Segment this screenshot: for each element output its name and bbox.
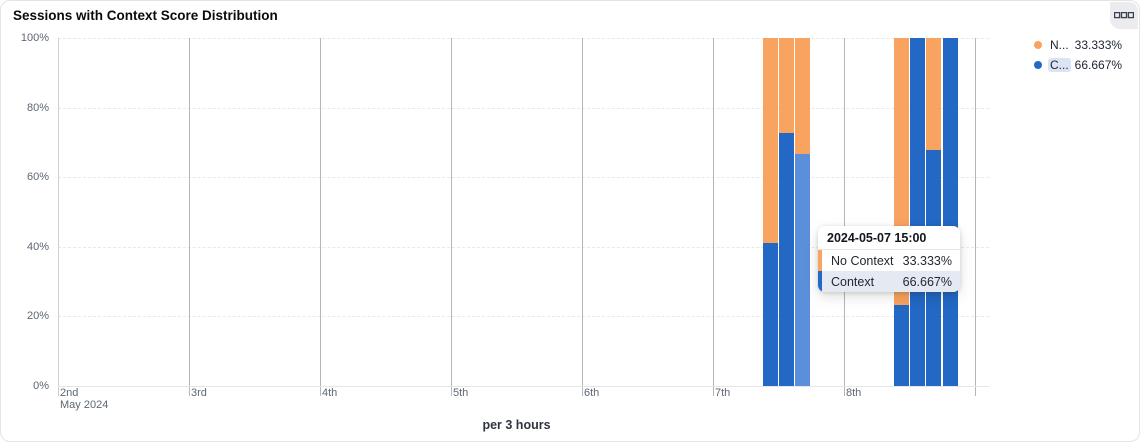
y-tick-label: 80%	[26, 101, 49, 114]
stacked-bar[interactable]	[795, 38, 811, 386]
x-axis-month-label: May 2024	[60, 399, 109, 411]
x-tick-label: 8th	[846, 387, 862, 399]
legend-dot-icon	[1034, 41, 1042, 49]
x-tick-label: 6th	[584, 387, 600, 399]
chart-title: Sessions with Context Score Distribution	[13, 8, 278, 23]
legend: N... 33.333% C... 66.667%	[1034, 37, 1122, 77]
y-tick-label: 40%	[26, 240, 49, 253]
v-gridline	[713, 38, 714, 396]
stacked-bar[interactable]	[762, 38, 778, 386]
h-gridline	[58, 177, 989, 179]
x-tick-label: 2nd	[60, 387, 79, 399]
legend-dot-icon	[1034, 61, 1042, 69]
legend-value: 33.333%	[1074, 38, 1123, 52]
bar-segment-no-context[interactable]	[926, 38, 942, 151]
x-axis-title: per 3 hours	[482, 418, 551, 432]
bar-segment-context[interactable]	[893, 304, 909, 386]
v-gridline	[582, 38, 583, 396]
y-tick-label: 0%	[33, 380, 49, 392]
bar-segment-context[interactable]	[779, 133, 795, 386]
y-tick-label: 100%	[20, 32, 49, 44]
x-tick-label: 3rd	[191, 387, 207, 399]
bar-segment-context[interactable]	[762, 243, 778, 386]
table-view-icon	[1114, 12, 1134, 19]
stacked-bar[interactable]	[893, 38, 909, 386]
tooltip-row-context: Context 66.667%	[818, 271, 960, 292]
series-color-strip	[818, 250, 822, 271]
table-view-button[interactable]	[1110, 2, 1138, 29]
bar-segment-context[interactable]	[910, 38, 926, 386]
legend-label: C...	[1048, 58, 1071, 72]
h-gridline	[58, 316, 989, 318]
stacked-bar[interactable]	[926, 38, 942, 386]
v-gridline	[58, 38, 59, 396]
x-tick-label: 7th	[715, 387, 731, 399]
tooltip: 2024-05-07 15:00 No Context 33.333% Cont…	[818, 226, 960, 292]
legend-value: 66.667%	[1074, 58, 1123, 72]
tooltip-label: No Context	[831, 253, 894, 268]
y-tick-label: 60%	[26, 171, 49, 184]
v-gridline	[975, 38, 976, 396]
legend-label: N...	[1050, 38, 1069, 52]
x-tick-label: 5th	[453, 387, 469, 399]
bar-segment-no-context[interactable]	[779, 38, 795, 134]
h-gridline	[58, 246, 989, 248]
v-gridline	[844, 38, 845, 396]
bar-segment-context[interactable]	[795, 153, 811, 386]
bar-segment-no-context[interactable]	[795, 38, 811, 154]
x-tick-label: 4th	[322, 387, 338, 399]
stacked-bar[interactable]	[910, 38, 926, 386]
tooltip-label: Context	[831, 274, 875, 289]
v-gridline	[451, 38, 452, 396]
v-gridline	[189, 38, 190, 396]
stacked-bar[interactable]	[942, 38, 958, 386]
x-axis-line	[58, 386, 989, 387]
bar-segment-context[interactable]	[942, 38, 958, 386]
h-gridline	[58, 38, 989, 39]
legend-item-context[interactable]: C... 66.667%	[1034, 57, 1122, 73]
h-gridline	[58, 107, 989, 109]
bar-segment-no-context[interactable]	[762, 38, 778, 244]
legend-item-no-context[interactable]: N... 33.333%	[1034, 37, 1122, 53]
tooltip-row-no-context: No Context 33.333%	[818, 250, 960, 271]
tooltip-title: 2024-05-07 15:00	[818, 226, 960, 250]
v-gridline	[320, 38, 321, 396]
y-tick-label: 20%	[26, 310, 49, 323]
stacked-bar[interactable]	[779, 38, 795, 386]
series-color-strip	[818, 271, 822, 292]
tooltip-value: 33.333%	[902, 253, 952, 268]
tooltip-value: 66.667%	[902, 274, 952, 289]
